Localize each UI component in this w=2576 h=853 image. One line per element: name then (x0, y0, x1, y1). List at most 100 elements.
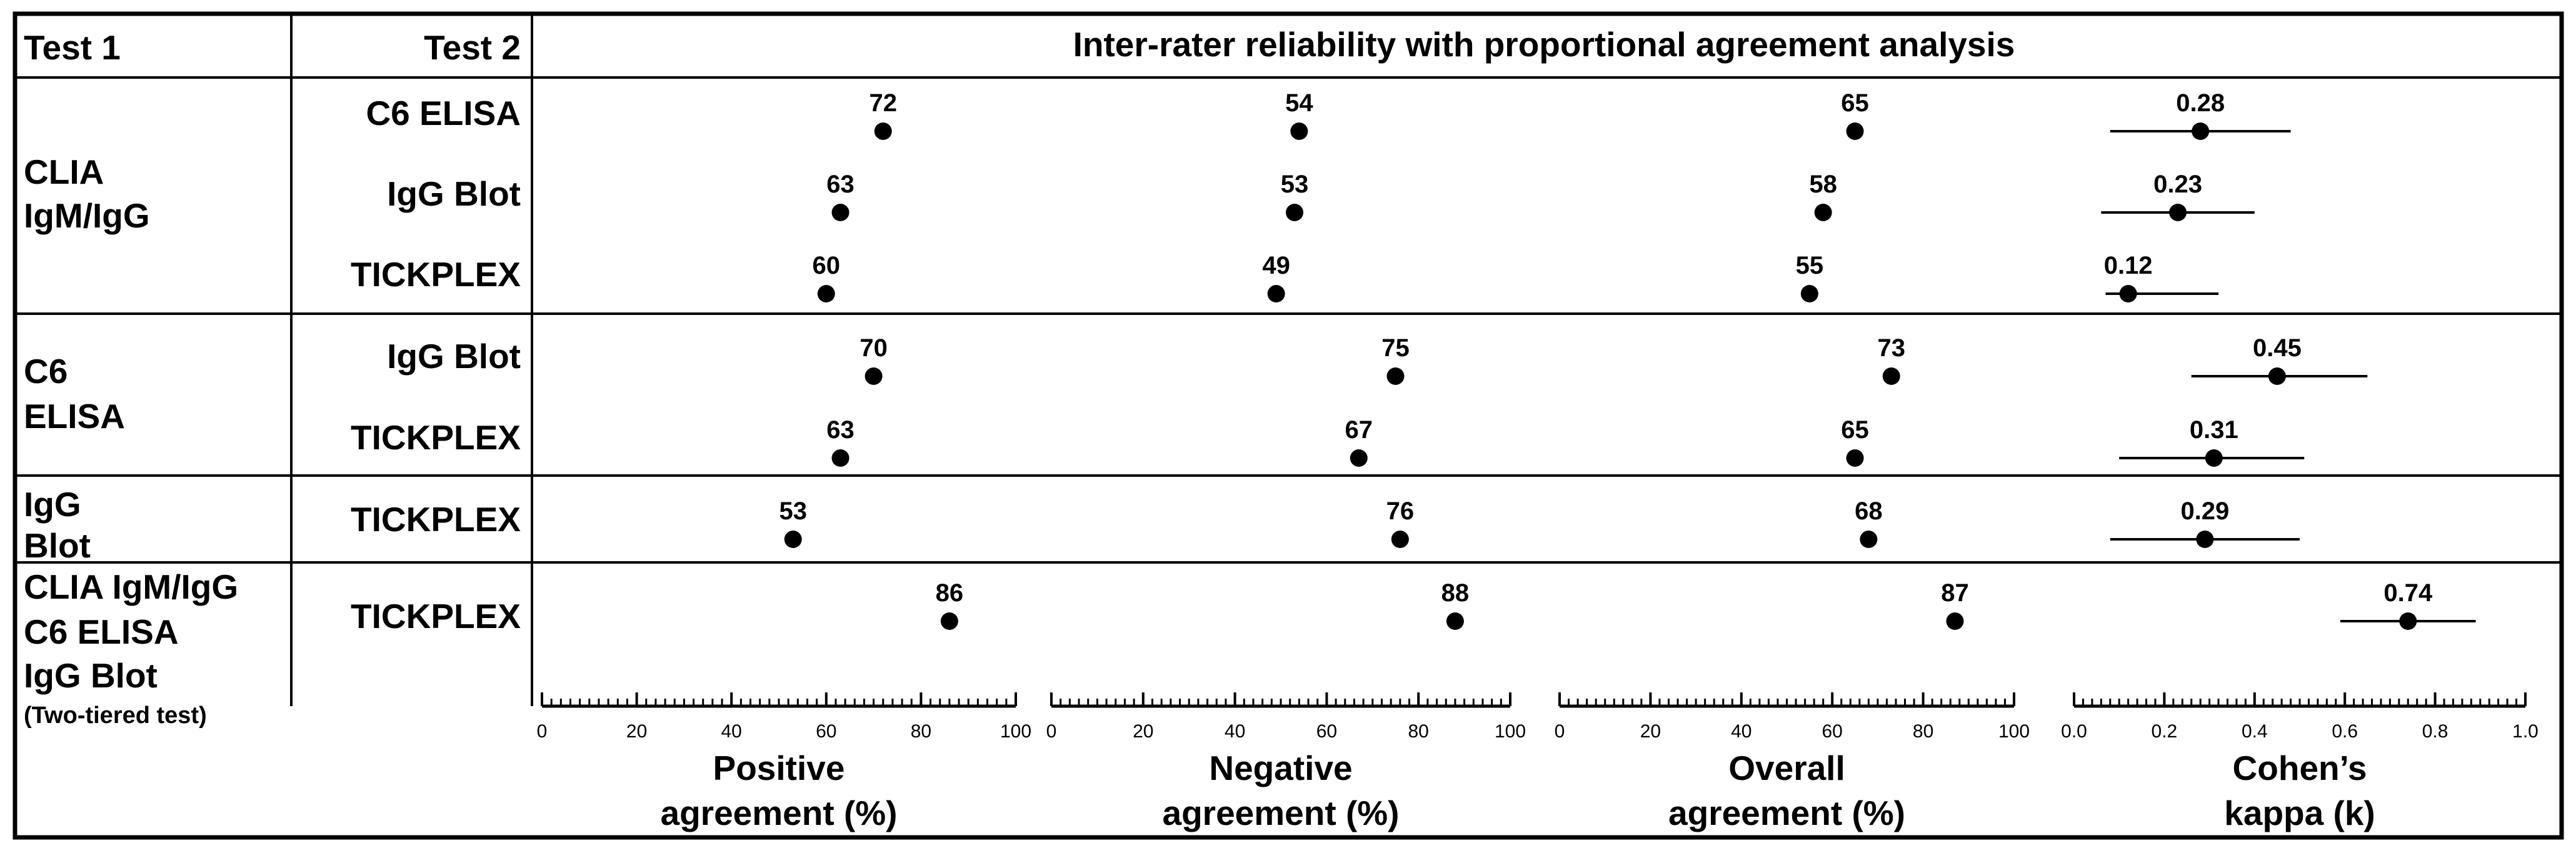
group-label-line: IgG Blot (24, 656, 158, 695)
test1-group-labels: CLIA IgM/IgG C6 ELISA IgG Blot CLIA IgM/… (24, 152, 238, 729)
tick-label: 20 (1640, 721, 1661, 742)
tick-label: 100 (1000, 721, 1031, 742)
data-label: 72 (870, 89, 898, 117)
x-axis-title: agreement (%) (661, 794, 898, 832)
group-label-line: C6 (24, 352, 68, 391)
data-label: 63 (826, 171, 854, 198)
tick-label: 1.0 (2512, 721, 2538, 742)
data-point (831, 449, 849, 467)
data-point (1814, 204, 1832, 221)
data-point (1286, 204, 1304, 221)
tick-label: 0 (537, 721, 548, 742)
data-label: 86 (936, 579, 964, 607)
data-point (1846, 449, 1864, 467)
group-label-line: IgM/IgG (24, 196, 150, 235)
data-label: 88 (1441, 579, 1470, 607)
data-point (2192, 122, 2210, 140)
tick-label: 80 (1913, 721, 1933, 742)
table-grid (13, 11, 2564, 840)
row-label-test2: C6 ELISA (366, 94, 521, 132)
data-label: 0.31 (2190, 416, 2238, 444)
tick-label: 80 (911, 721, 931, 742)
data-point (817, 285, 835, 302)
tick-label: 100 (1495, 721, 1526, 742)
data-label: 60 (813, 252, 841, 279)
data-point (1860, 531, 1878, 548)
group-label-line: Blot (24, 526, 91, 565)
data-point (1386, 367, 1405, 385)
tick-label: 0 (1555, 721, 1565, 742)
group-label-line: ELISA (24, 397, 125, 436)
tick-label: 60 (816, 721, 836, 742)
tick-label: 100 (1998, 721, 2030, 742)
data-point (1800, 285, 1818, 302)
x-axis-title: Positive (713, 749, 845, 787)
data-label: 53 (779, 497, 807, 525)
tick-label: 60 (1316, 721, 1337, 742)
group-label-line: C6 ELISA (24, 612, 179, 651)
x-axis-title: agreement (%) (1668, 794, 1905, 832)
group-label-note: (Two-tiered test) (24, 702, 207, 729)
data-point (1846, 122, 1864, 140)
panel-kappa: 0.0 0.2 0.4 0.6 0.8 1.0 Cohen’s kappa (k) 0.28 0.… (2061, 89, 2538, 832)
data-point (1350, 449, 1368, 467)
row-label-test2: IgG Blot (387, 174, 521, 213)
data-point (1290, 122, 1308, 140)
data-label: 58 (1809, 171, 1837, 198)
x-axis-title: Cohen’s (2233, 749, 2367, 787)
data-point (2119, 285, 2137, 302)
data-point (940, 612, 958, 630)
tick-label: 40 (1731, 721, 1752, 742)
data-label: 65 (1841, 416, 1869, 444)
row-label-test2: TICKPLEX (351, 418, 521, 457)
data-point (2268, 367, 2286, 385)
data-label: 49 (1262, 252, 1290, 279)
data-label: 0.23 (2153, 171, 2202, 198)
group-label-line: IgG (24, 485, 81, 524)
tick-label: 60 (1822, 721, 1843, 742)
outer-frame (13, 11, 2564, 840)
data-point (2169, 204, 2187, 221)
data-point (784, 531, 802, 548)
tick-label: 0.4 (2242, 721, 2268, 742)
data-label: 0.28 (2176, 89, 2225, 117)
x-axis-title: Overall (1728, 749, 1845, 787)
data-point (1267, 285, 1285, 302)
data-label: 68 (1855, 497, 1883, 525)
data-label: 0.45 (2253, 334, 2302, 362)
data-point (1446, 612, 1464, 630)
tick-label: 40 (1225, 721, 1245, 742)
row-label-test2: TICKPLEX (351, 255, 521, 294)
tick-label: 20 (626, 721, 647, 742)
chart-title: Inter-rater reliability with proportiona… (1073, 25, 2015, 64)
data-point (1882, 367, 1900, 385)
data-point (865, 367, 883, 385)
data-point (1391, 531, 1409, 548)
test2-row-labels: C6 ELISA IgG Blot TICKPLEX IgG Blot TICK… (351, 94, 521, 636)
data-label: 0.29 (2180, 497, 2229, 525)
data-label: 63 (826, 416, 854, 444)
data-label: 0.74 (2383, 579, 2433, 607)
group-label-line: CLIA (24, 152, 104, 191)
data-point (2399, 612, 2417, 630)
data-point (2196, 531, 2214, 548)
panel-overall: 0 20 40 60 80 100 Overall agreement (%) 65 58 55 73… (1555, 89, 2030, 832)
tick-label: 40 (721, 721, 742, 742)
x-axis-title: Negative (1209, 749, 1352, 787)
header-test2: Test 2 (424, 28, 521, 67)
data-label: 65 (1841, 89, 1869, 117)
tick-label: 0 (1046, 721, 1057, 742)
data-label: 73 (1877, 334, 1905, 362)
data-label: 76 (1386, 497, 1415, 525)
tick-label: 20 (1133, 721, 1153, 742)
header-test1: Test 1 (24, 28, 121, 67)
tick-label: 0.6 (2332, 721, 2358, 742)
data-label: 0.12 (2104, 252, 2153, 279)
row-label-test2: TICKPLEX (351, 500, 521, 539)
x-axis-title: kappa (k) (2224, 794, 2375, 832)
tick-label: 0.8 (2422, 721, 2448, 742)
tick-label: 0.0 (2061, 721, 2087, 742)
panel-negative: 0 20 40 60 80 100 Negative agreement (%) 54 53 49 7… (1046, 89, 1526, 832)
x-axis-title: agreement (%) (1163, 794, 1400, 832)
